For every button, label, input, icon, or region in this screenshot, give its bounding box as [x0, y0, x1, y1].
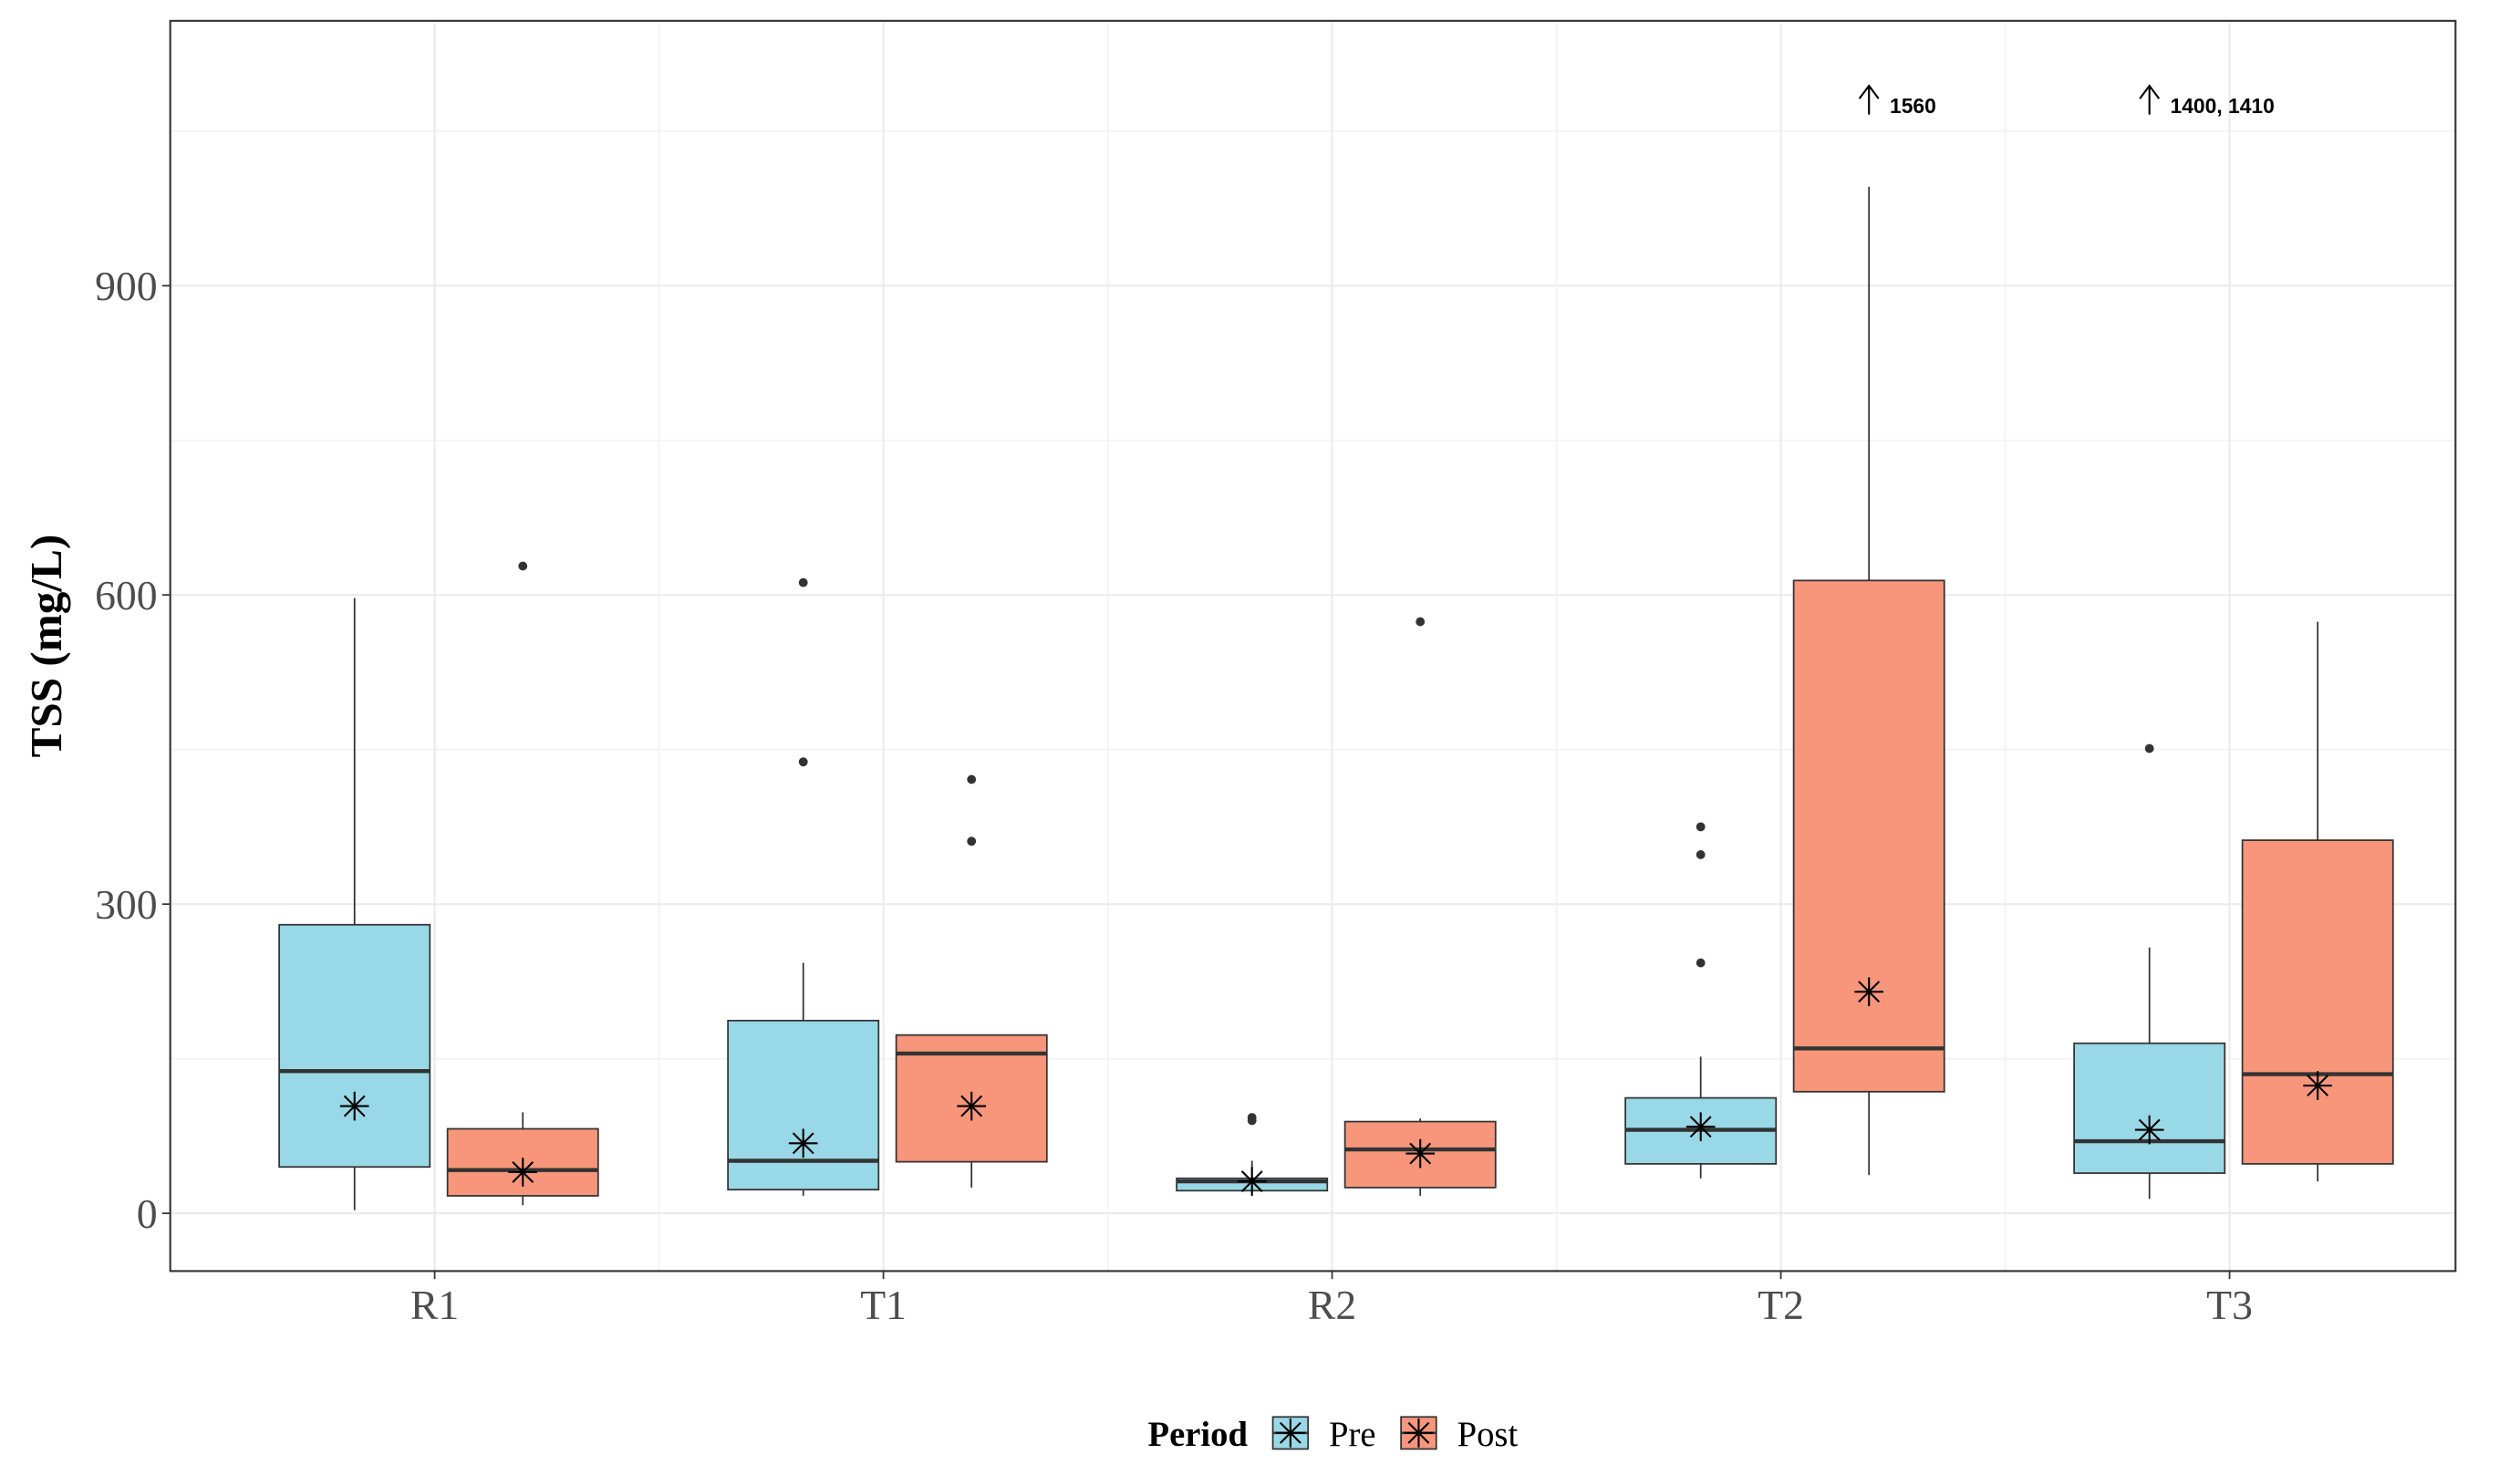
box [278, 923, 431, 1169]
legend-title: Period [1148, 1416, 1249, 1454]
x-tick-label: T2 [1758, 1282, 1804, 1328]
box [2073, 1042, 2226, 1174]
mean-stroke [512, 1160, 534, 1183]
mean-marker [2134, 1115, 2164, 1145]
x-tick-label: R2 [1308, 1282, 1356, 1328]
x-tick-label: T1 [860, 1282, 907, 1328]
legend-label: Post [1457, 1416, 1519, 1454]
mean-marker [1404, 1418, 1434, 1448]
y-tick-label: 900 [95, 263, 158, 309]
y-tick-label: 300 [95, 881, 158, 928]
x-tick-label: T3 [2206, 1282, 2253, 1328]
outlier [967, 774, 977, 784]
mean-marker [508, 1158, 538, 1187]
mean-marker [1685, 1112, 1716, 1142]
mean-stroke [1240, 1170, 1263, 1193]
outlier [798, 577, 808, 587]
outlier [1247, 1116, 1257, 1126]
outlier [1696, 958, 1706, 968]
mean-stroke [960, 1095, 983, 1117]
annotation-arrow [2139, 84, 2161, 115]
mean-stroke [1858, 981, 1881, 1003]
mean-marker [2303, 1071, 2333, 1100]
outlier [2144, 743, 2154, 753]
y-axis-label: TSS (mg/L) [21, 535, 71, 758]
mean-marker [339, 1091, 369, 1121]
mean-marker [1405, 1138, 1436, 1169]
outlier [967, 836, 977, 847]
annotation-arrow [1858, 84, 1880, 115]
x-tick-label: R1 [410, 1282, 459, 1328]
y-tick-label: 0 [137, 1190, 158, 1237]
annotation: 1560 [1890, 94, 1936, 118]
plot-border [169, 19, 2457, 1273]
outlier [518, 561, 528, 571]
box [2241, 839, 2394, 1165]
mean-stroke [2138, 1118, 2161, 1141]
mean-marker [1237, 1167, 1267, 1196]
mean-stroke [1409, 1142, 1432, 1165]
mean-marker [788, 1128, 818, 1158]
outlier [1696, 822, 1706, 832]
box [727, 1019, 880, 1191]
mean-marker [957, 1091, 987, 1121]
mean-marker [1854, 977, 1884, 1007]
mean-marker [1276, 1418, 1305, 1448]
mean-stroke [1279, 1421, 1301, 1444]
mean-stroke [1689, 1116, 1712, 1138]
legend-label: Pre [1329, 1416, 1376, 1454]
annotation: 1400, 1410 [2171, 94, 2275, 118]
outlier [1416, 617, 1426, 627]
mean-stroke [343, 1095, 366, 1117]
box [1792, 579, 1945, 1093]
mean-stroke [1407, 1421, 1430, 1444]
y-tick-label: 600 [95, 572, 158, 618]
mean-stroke [792, 1132, 814, 1155]
outlier [1696, 849, 1706, 859]
mean-stroke [2307, 1075, 2329, 1096]
outlier [798, 757, 808, 767]
